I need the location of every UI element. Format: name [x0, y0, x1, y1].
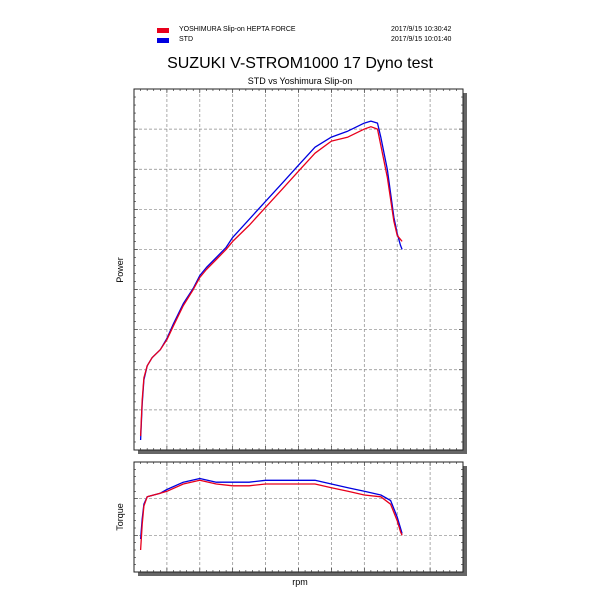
chart-subtitle: STD vs Yoshimura Slip-on	[247, 76, 353, 86]
legend-item-yoshimura: YOSHIMURA Slip-on HEPTA FORCE	[157, 26, 296, 34]
chart-title: SUZUKI V-STROM1000 17 Dyno test	[167, 55, 433, 72]
power-ticks	[133, 88, 464, 451]
timestamp-yoshimura: 2017/9/15 10:30:42	[391, 26, 452, 33]
legend-swatch-std	[157, 37, 169, 43]
legend-item-std: STD	[157, 36, 193, 44]
torque-axis-label: Torque	[115, 503, 125, 531]
x-axis-label: rpm	[292, 577, 308, 587]
torque-series-yoshimura	[139, 479, 403, 551]
legend-swatch-yoshimura	[157, 27, 169, 33]
power-series-yoshimura	[139, 126, 403, 437]
timestamp-std: 2017/9/15 10:01:40	[391, 36, 452, 43]
power-grid	[133, 88, 464, 451]
torque-lines	[139, 477, 403, 551]
legend-label-yoshimura: YOSHIMURA Slip-on HEPTA FORCE	[179, 26, 296, 33]
torque-ticks	[133, 461, 464, 573]
power-axis-label: Power	[115, 257, 125, 283]
legend-label-std: STD	[179, 36, 193, 43]
power-lines	[139, 120, 403, 441]
